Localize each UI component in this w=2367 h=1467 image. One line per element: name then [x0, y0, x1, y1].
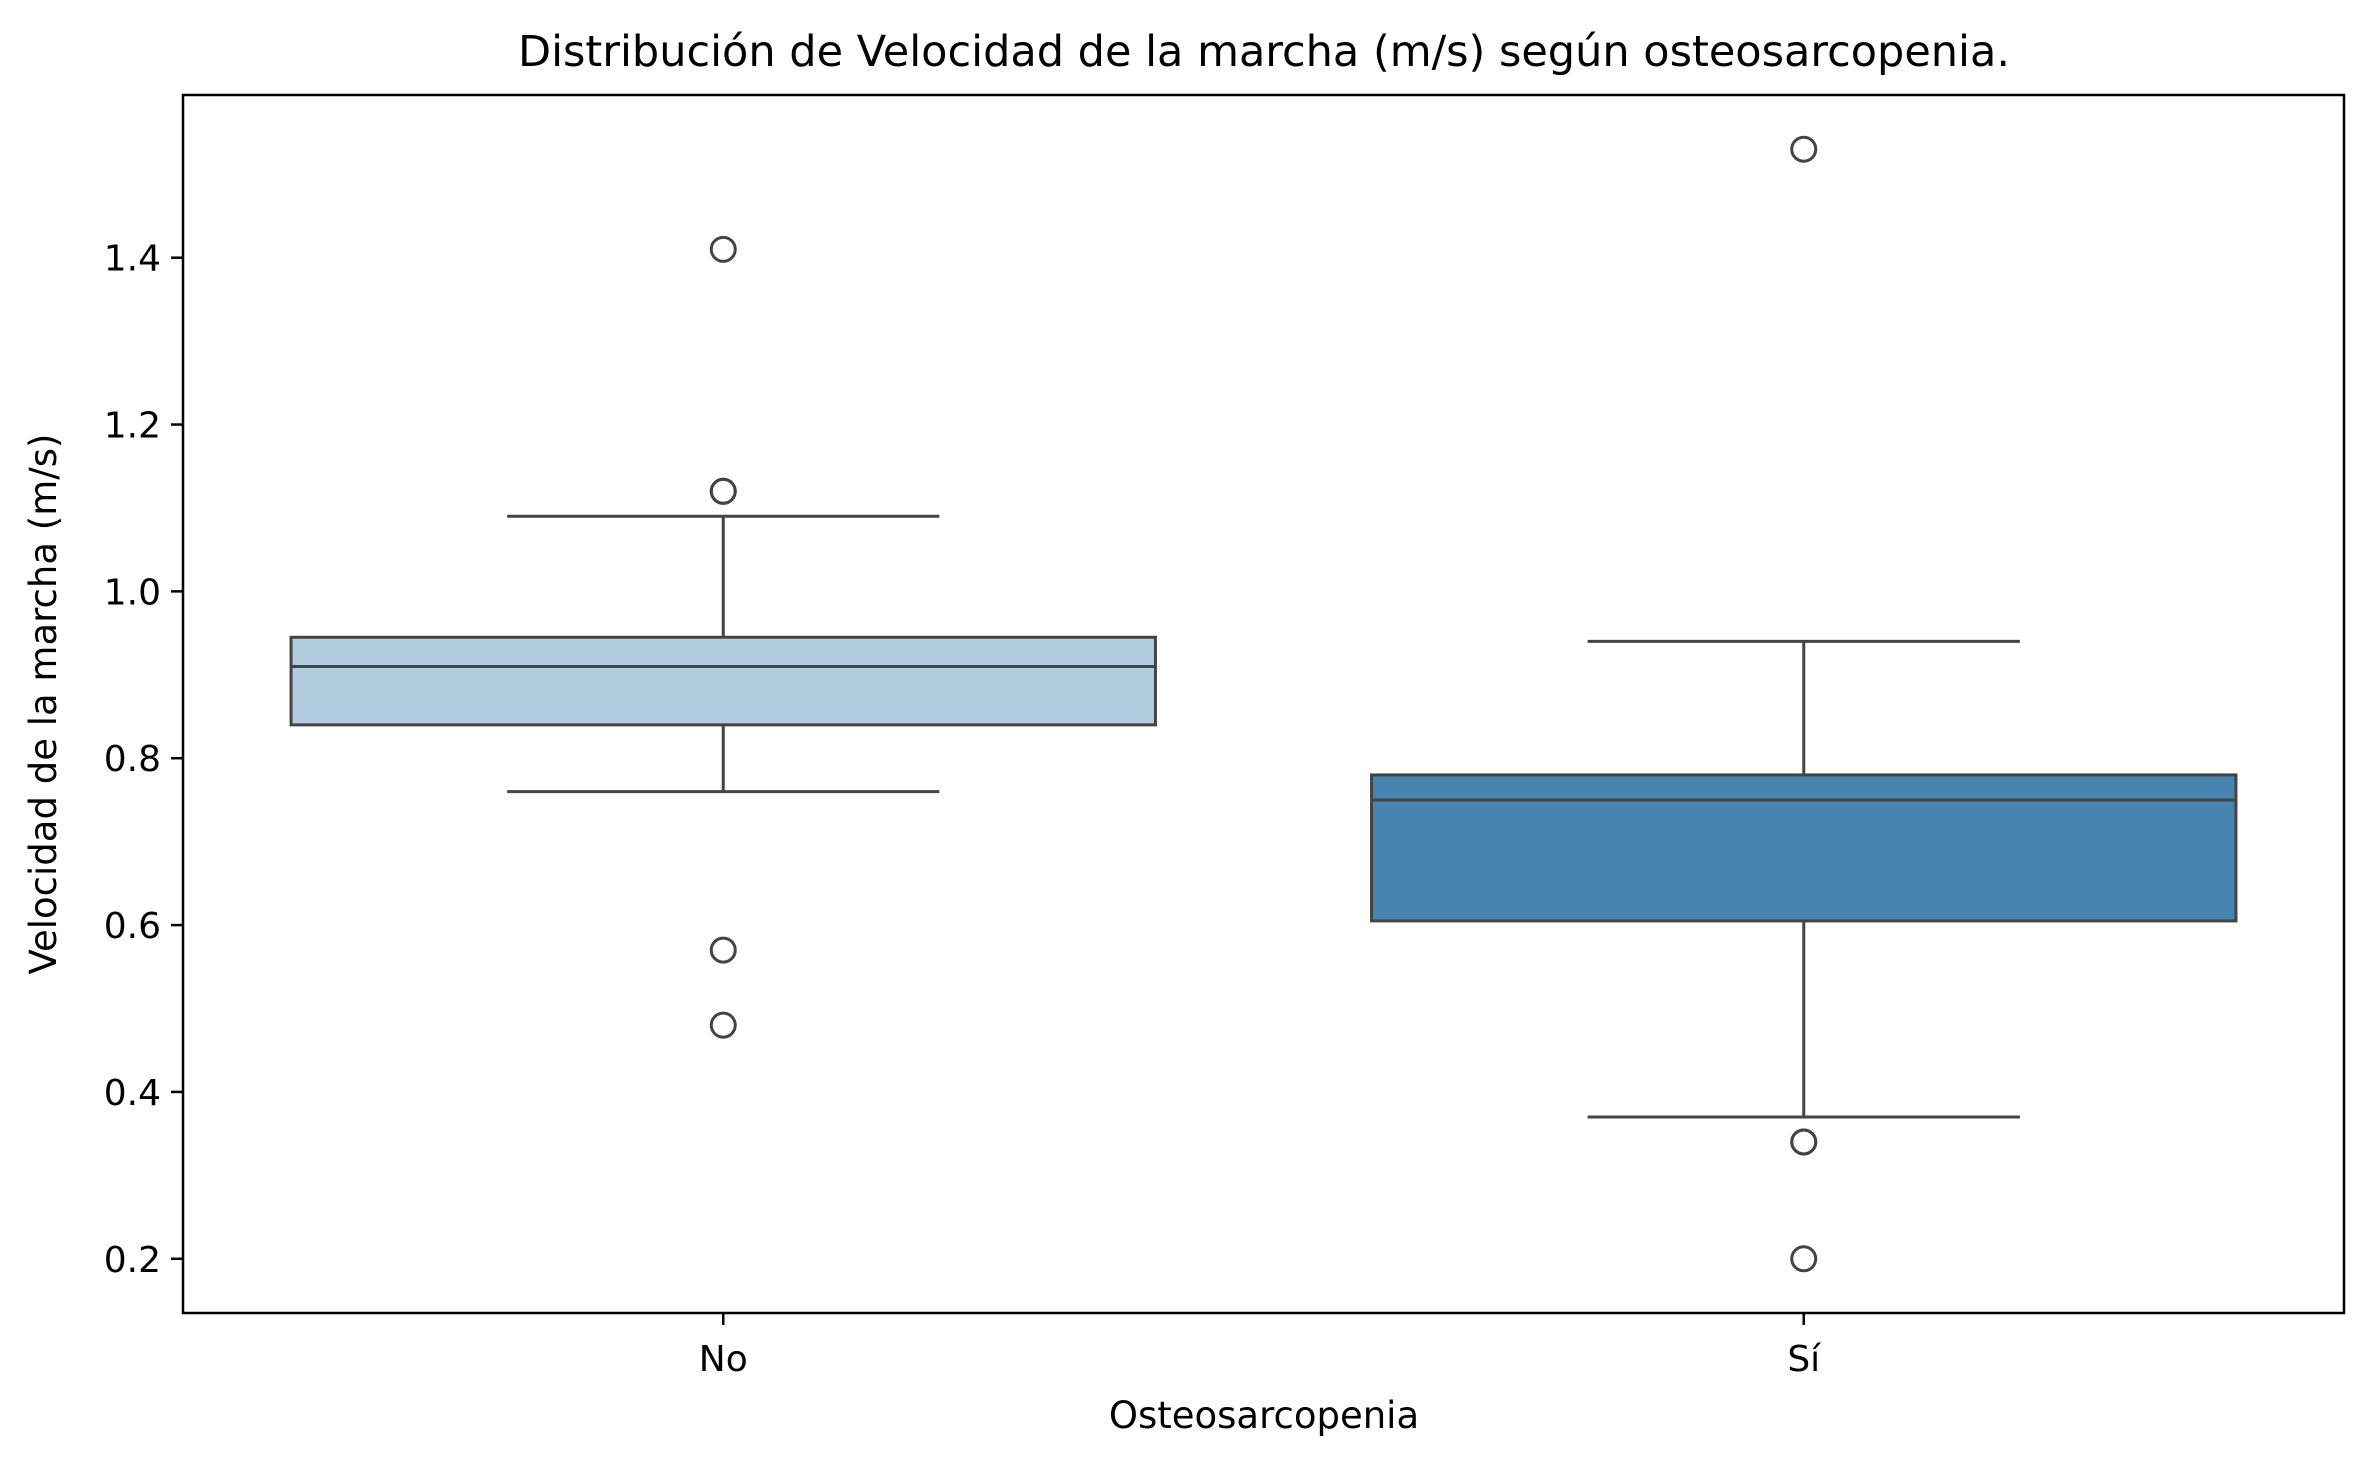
- y-tick-label-2: 0.4: [104, 1073, 161, 1114]
- box-2: [1370, 135, 2238, 1273]
- y-tick-label-3: 0.6: [104, 906, 161, 947]
- y-tick-label-1: 0.2: [104, 1240, 161, 1281]
- box-2-outlier-3: [1790, 1128, 1818, 1156]
- x-axis-label: Osteosarcopenia: [1109, 1394, 1419, 1437]
- box-1-outlier-5: [709, 1011, 737, 1039]
- box-1: [289, 235, 1157, 1039]
- plot-frame: [181, 93, 2346, 1315]
- box-2-outlier-1: [1790, 135, 1818, 163]
- x-tick-label-1: No: [699, 1339, 748, 1380]
- axes: 0.2 0.4 0.6 0.8 1.0 1.2 1.4 No Sí: [104, 239, 1821, 1380]
- box-2-outlier-4: [1790, 1245, 1818, 1273]
- x-tick-label-2: Sí: [1787, 1339, 1821, 1380]
- chart-title: Distribución de Velocidad de la marcha (…: [518, 27, 2010, 77]
- y-tick-label-5: 1.0: [104, 572, 161, 613]
- y-tick-label-6: 1.2: [104, 406, 161, 447]
- box-1-outlier-4: [709, 936, 737, 964]
- box-1-iqr: [289, 635, 1157, 727]
- box-2-iqr: [1370, 773, 2238, 923]
- y-tick-label-4: 0.8: [104, 739, 161, 780]
- y-axis-label: Velocidad de la marcha (m/s): [22, 434, 65, 975]
- box-1-outlier-1: [709, 235, 737, 263]
- y-tick-label-7: 1.4: [104, 239, 161, 280]
- box-1-outlier-3: [709, 477, 737, 505]
- plot-area: [289, 135, 2238, 1273]
